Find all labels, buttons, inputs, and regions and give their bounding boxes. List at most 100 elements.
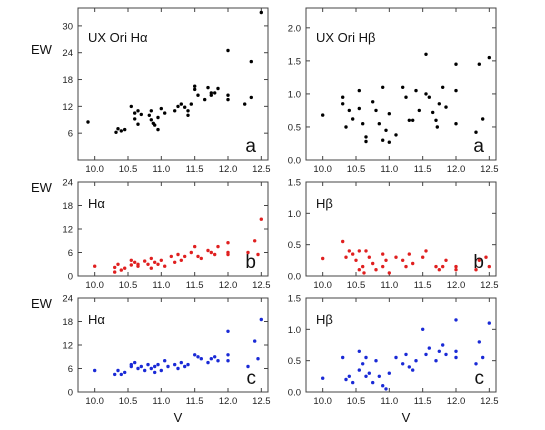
data-point (437, 102, 441, 106)
y-tick-label: 0.0 (288, 272, 301, 283)
data-point (253, 339, 257, 343)
x-tick-label: 12.0 (219, 164, 238, 175)
x-axis-label: V (174, 410, 183, 425)
data-point (153, 123, 157, 127)
data-point (454, 318, 458, 322)
data-point (394, 255, 398, 259)
y-tick-label: 24 (62, 294, 73, 305)
data-point (136, 264, 140, 268)
data-point (374, 359, 378, 363)
data-point (153, 260, 157, 264)
data-point (381, 384, 385, 388)
data-point (149, 118, 153, 122)
data-point (487, 321, 491, 325)
data-point (421, 255, 425, 259)
data-point (149, 266, 153, 270)
data-point (367, 255, 371, 259)
data-point (437, 268, 441, 272)
data-point (344, 255, 348, 259)
panel-title: UX Ori Hα (88, 30, 148, 45)
data-point (133, 111, 137, 115)
data-point (364, 135, 368, 139)
plot-frame (77, 181, 269, 277)
x-tick-label: 12.5 (252, 396, 271, 407)
panel-title: Hβ (316, 196, 333, 211)
data-point (487, 264, 491, 269)
y-tick-label: 0 (68, 272, 73, 283)
data-point (173, 260, 177, 264)
data-point (381, 264, 385, 269)
data-point (209, 357, 213, 361)
data-point (146, 362, 150, 367)
data-point (159, 258, 163, 262)
data-point (341, 102, 345, 106)
data-point (213, 355, 217, 359)
data-point (249, 95, 253, 100)
data-point (209, 93, 213, 97)
data-point (129, 258, 133, 262)
data-point (421, 327, 425, 331)
x-tick-label: 11.5 (186, 280, 204, 291)
y-tick-label: 24 (62, 48, 73, 59)
data-point (179, 360, 183, 365)
x-tick-label: 10.0 (313, 280, 332, 291)
y-tick-label: 1.0 (288, 89, 301, 100)
data-point (129, 104, 133, 109)
data-point (259, 10, 263, 15)
data-point (364, 374, 368, 378)
x-tick-label: 12.5 (480, 396, 499, 407)
data-point (186, 109, 190, 113)
y-tick-label: 0.5 (288, 122, 301, 133)
data-point (411, 118, 415, 123)
x-tick-label: 11.5 (414, 396, 432, 407)
data-point (116, 262, 120, 266)
data-point (206, 360, 210, 365)
y-tick-label: 2.0 (288, 23, 301, 34)
data-point (119, 129, 124, 133)
data-point (357, 106, 361, 111)
data-point (156, 262, 160, 266)
data-point (454, 355, 458, 360)
data-point (246, 250, 250, 255)
data-point (193, 84, 197, 88)
data-point (153, 370, 157, 375)
data-point (193, 87, 197, 92)
data-point (123, 127, 127, 132)
data-point (146, 262, 150, 266)
data-point (113, 265, 117, 270)
data-point (256, 357, 260, 361)
data-point (169, 254, 173, 259)
data-point (374, 268, 378, 272)
y-tick-label: 0.5 (288, 356, 301, 367)
data-point (481, 355, 485, 360)
data-point (139, 112, 143, 117)
data-point (357, 268, 361, 272)
data-point (176, 104, 180, 109)
y-tick-label: 1.5 (288, 178, 301, 189)
data-point (454, 264, 458, 269)
x-tick-label: 11.0 (152, 396, 170, 407)
data-point (133, 117, 137, 121)
data-point (206, 85, 210, 90)
data-point (387, 271, 391, 275)
x-tick-label: 12.5 (480, 164, 499, 175)
panel-title: Hα (88, 196, 105, 211)
data-point (256, 252, 260, 257)
data-point (116, 368, 120, 373)
y-axis-label: EW (31, 180, 53, 195)
panel-letter: a (245, 136, 256, 157)
data-point (163, 359, 167, 363)
plot-frame (305, 181, 497, 277)
x-axis-label: V (402, 410, 411, 425)
data-point (129, 364, 133, 369)
y-tick-label: 18 (62, 75, 73, 86)
data-point (361, 122, 365, 126)
panel-2: 10.0 10.5 11.0 11.5 12.0 12.5 0.0 0.5 1.0 1.5 2.0 U… (288, 7, 499, 175)
data-point (474, 362, 478, 366)
data-point (183, 254, 187, 259)
data-point (243, 102, 247, 106)
data-point (351, 380, 355, 385)
data-point (136, 109, 140, 113)
data-point (321, 113, 325, 117)
